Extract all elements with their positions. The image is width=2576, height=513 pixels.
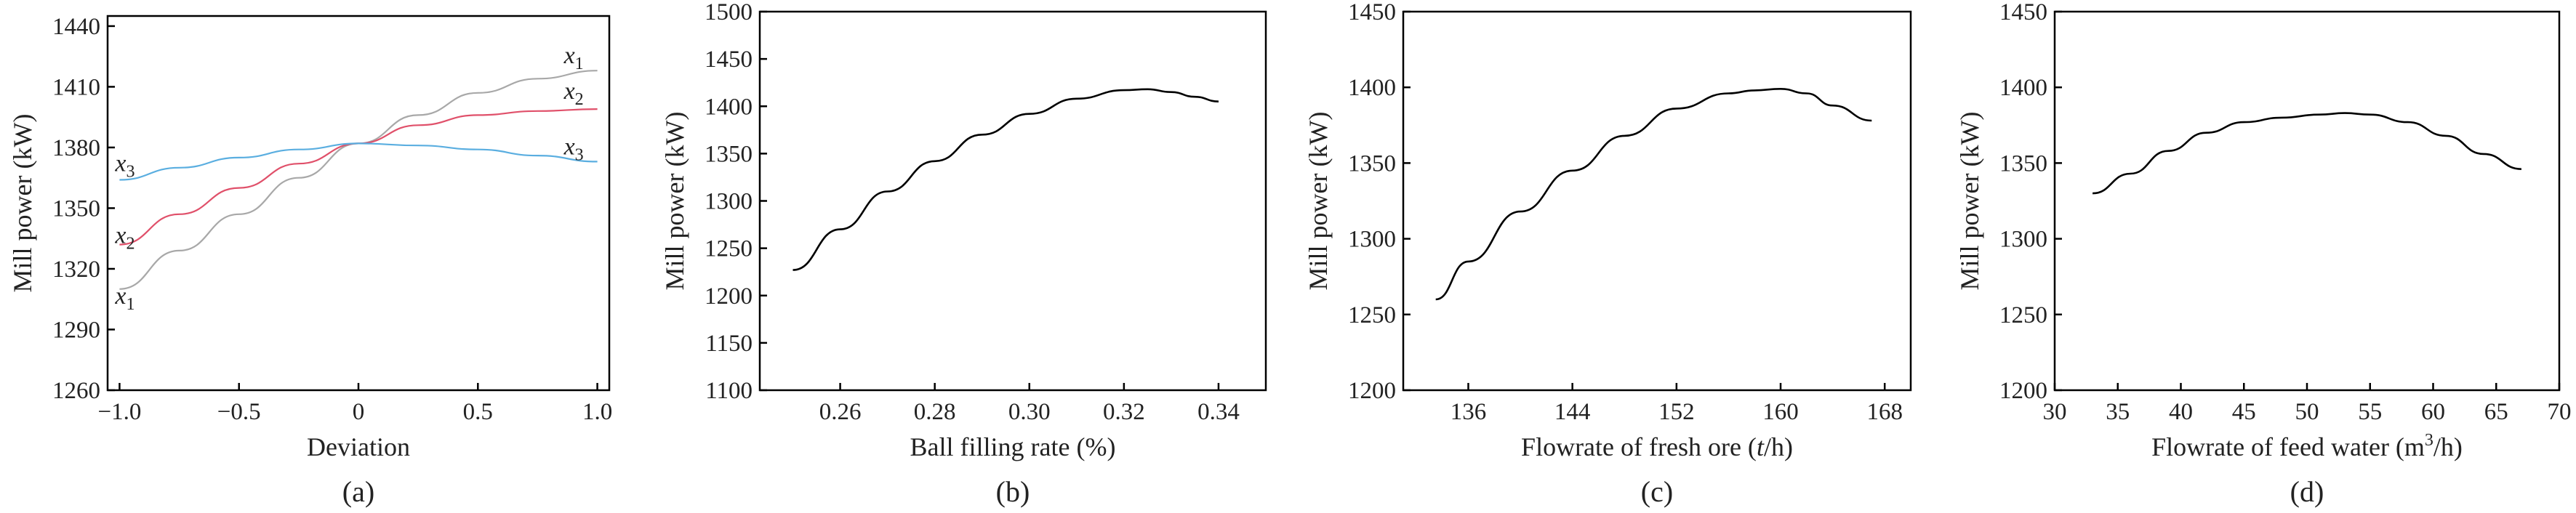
y-tick-label: 1200 [705, 283, 753, 310]
series-line-x1 [119, 70, 598, 290]
x-tick-label: 35 [2106, 399, 2130, 425]
x-axis-label: Deviation [307, 432, 410, 461]
y-tick-label: 1380 [52, 135, 100, 161]
plot-frame [106, 15, 611, 392]
series-line-x2 [119, 108, 598, 246]
y-tick-label: 1410 [52, 74, 100, 100]
series-line [1435, 87, 1872, 301]
x-tick-label: 168 [1866, 399, 1903, 425]
series-label-x1: x1 [114, 283, 135, 314]
x-tick-label: 0.5 [463, 399, 493, 425]
series-line [2093, 112, 2521, 195]
plot-frame [1402, 10, 1912, 392]
chart-panel-2: 1100 1150 1200 1250 1300 1350 1400 1450 1500 0.26… [660, 0, 1267, 508]
y-tick-label: 1300 [705, 189, 753, 215]
y-tick-label: 1300 [1999, 227, 2047, 253]
y-tick-label: 1200 [1999, 378, 2047, 404]
x-tick-label: 1.0 [582, 399, 612, 425]
y-tick-label: 1400 [1999, 75, 2047, 101]
panel-label: (a) [342, 475, 374, 508]
y-tick-label: 1300 [1348, 227, 1396, 253]
x-tick-label: 45 [2232, 399, 2256, 425]
x-tick-label: −1.0 [97, 399, 141, 425]
series-label-x2: x2 [563, 78, 584, 109]
x-axis-label: Flowrate of feed water (m3/h) [2151, 431, 2463, 461]
series-line [793, 88, 1219, 271]
x-tick-label: 50 [2295, 399, 2319, 425]
series-label-x2: x2 [114, 222, 135, 254]
plot-frame [758, 10, 1267, 392]
y-axis-label: Mill power (kW) [1955, 112, 1984, 291]
y-tick-label: 1450 [705, 47, 753, 73]
x-tick-label: 55 [2358, 399, 2382, 425]
x-tick-label: 60 [2421, 399, 2445, 425]
x-tick-label: 30 [2043, 399, 2067, 425]
panel-label: (d) [2290, 475, 2324, 508]
x-axis-label: Ball filling rate (%) [910, 432, 1116, 461]
y-tick-label: 1450 [1348, 0, 1396, 25]
y-tick-label: 1350 [1999, 150, 2047, 177]
x-tick-label: 70 [2548, 399, 2572, 425]
x-tick-label: 40 [2169, 399, 2193, 425]
x-axis-label: Flowrate of fresh ore (t/h) [1521, 432, 1793, 461]
y-tick-label: 1150 [705, 331, 753, 357]
x-tick-label: 0.32 [1103, 399, 1145, 425]
panel-label: (b) [996, 475, 1030, 508]
y-tick-label: 1400 [1348, 75, 1396, 101]
series-label-x3: x3 [114, 150, 135, 181]
x-tick-label: 0 [353, 399, 365, 425]
x-tick-label: 0.26 [819, 399, 862, 425]
x-tick-label: 160 [1762, 399, 1799, 425]
y-tick-label: 1350 [1348, 150, 1396, 177]
y-tick-label: 1440 [52, 14, 100, 40]
y-tick-label: 1350 [705, 141, 753, 167]
chart-panel-4: 1200 1250 1300 1350 1400 1450 30 35 40 45 50 55 60 65… [1955, 0, 2572, 508]
y-tick-label: 1500 [705, 0, 753, 25]
y-tick-label: 1250 [705, 236, 753, 262]
chart-panel-3: 1200 1250 1300 1350 1400 1450 136 144 152 160 168 M… [1304, 0, 1912, 508]
y-tick-label: 1250 [1348, 302, 1396, 328]
x-tick-label: 0.28 [914, 399, 956, 425]
series-line-x3 [119, 142, 598, 181]
x-tick-label: 0.30 [1008, 399, 1051, 425]
y-tick-label: 1350 [52, 195, 100, 222]
y-tick-label: 1200 [1348, 378, 1396, 404]
x-tick-label: 136 [1450, 399, 1487, 425]
y-axis-label: Mill power (kW) [1304, 112, 1333, 291]
y-tick-label: 1260 [52, 378, 100, 404]
y-tick-label: 1250 [1999, 302, 2047, 328]
y-tick-label: 1450 [1999, 0, 2047, 25]
plot-frame [2053, 10, 2561, 392]
x-tick-label: −0.5 [217, 399, 261, 425]
y-tick-label: 1320 [52, 256, 100, 283]
x-tick-label: 152 [1658, 399, 1695, 425]
y-axis-label: Mill power (kW) [8, 114, 37, 293]
series-label-x1: x1 [563, 42, 584, 73]
y-tick-label: 1290 [52, 317, 100, 343]
panel-label: (c) [1641, 475, 1673, 508]
y-tick-label: 1400 [705, 94, 753, 120]
x-tick-label: 144 [1554, 399, 1591, 425]
y-axis-label: Mill power (kW) [660, 112, 689, 291]
y-tick-label: 1100 [705, 378, 753, 404]
x-tick-label: 0.34 [1197, 399, 1240, 425]
x-tick-label: 65 [2484, 399, 2508, 425]
chart-panel-1: 1260 1290 1320 1350 1380 1410 1440 −1.0 −0.5 0 0.5… [8, 14, 612, 508]
series-label-x3: x3 [563, 133, 584, 164]
